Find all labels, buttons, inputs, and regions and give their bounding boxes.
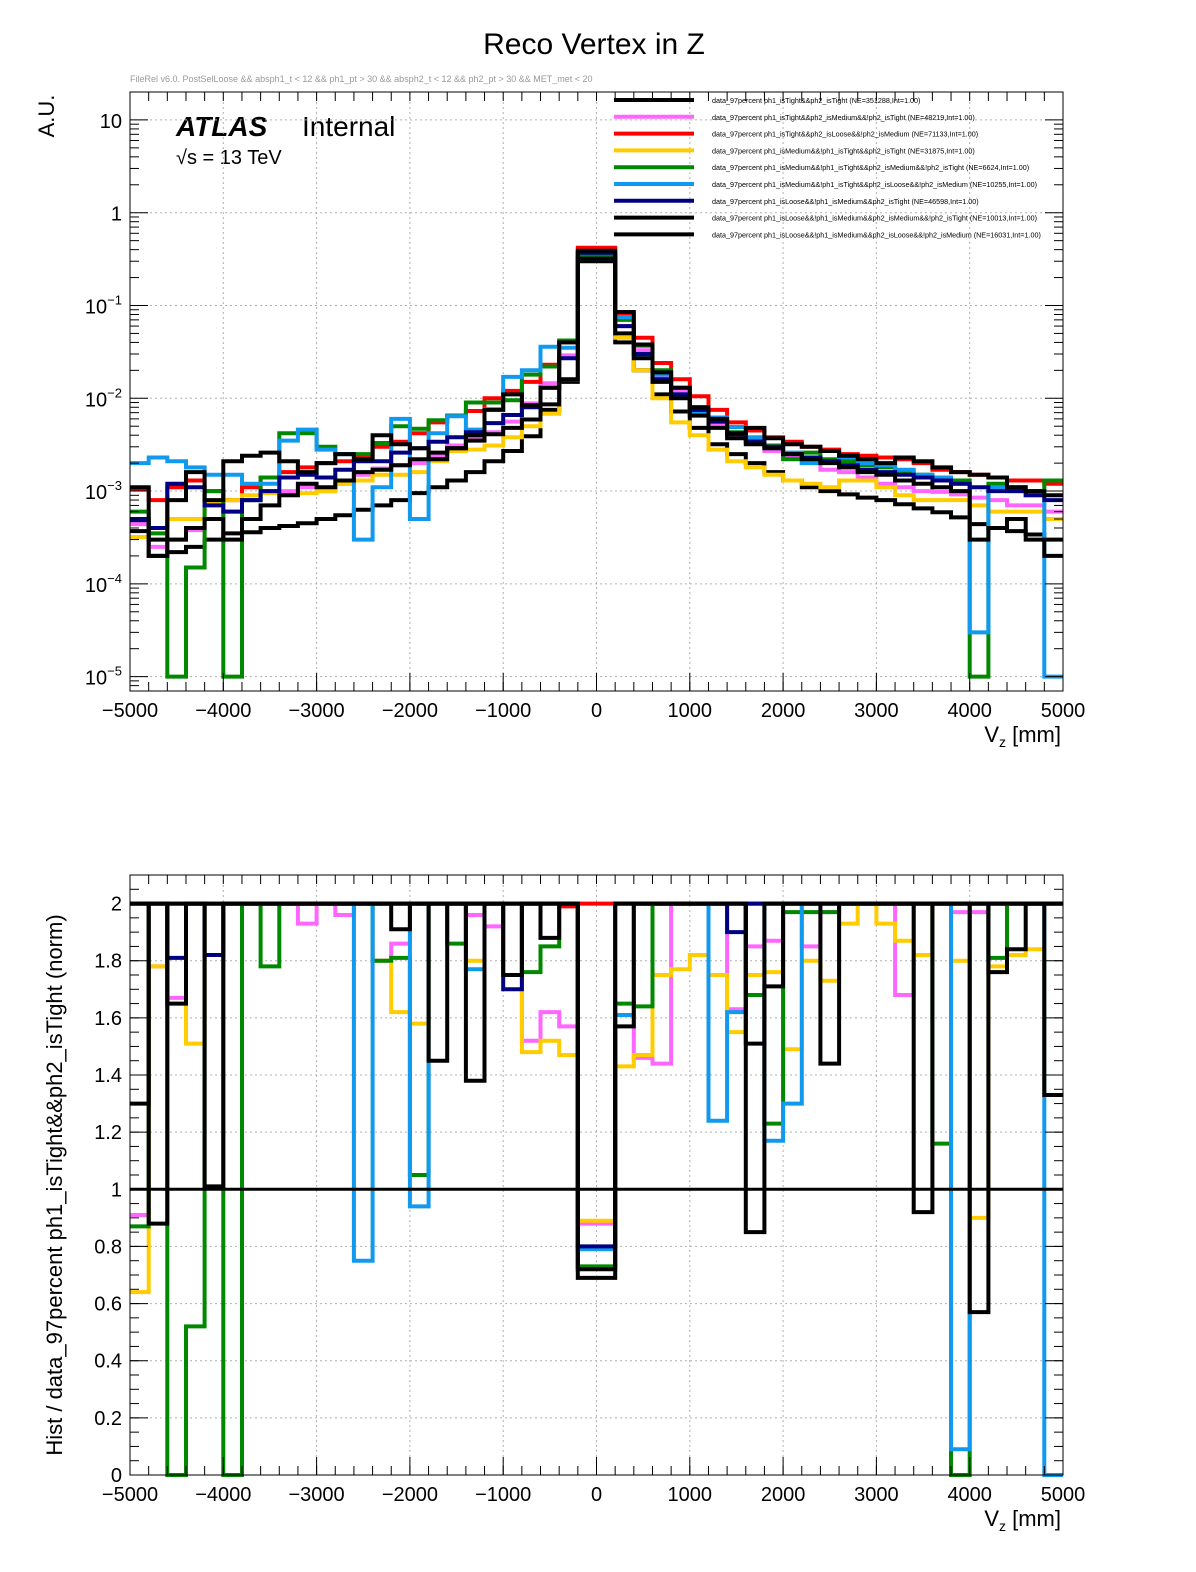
legend-entry-series-1: data_97percent ph1_isTight&&ph2_isTight … [712, 96, 920, 105]
ratio-x-axis-label: Vz [mm] [984, 1506, 1061, 1534]
ratio-y-tick-label: 1 [111, 1179, 122, 1201]
ratio-y-tick-label: 1.6 [94, 1008, 122, 1030]
top-y-tick-label: 10−5 [85, 664, 122, 690]
ratio-y-tick-label: 0.2 [94, 1408, 122, 1430]
ratio-x-tick-label: −5000 [102, 1484, 158, 1506]
top-x-tick-label: 1000 [668, 700, 713, 722]
ratio-x-tick-label: −2000 [382, 1484, 438, 1506]
ratio-x-tick-label: 0 [591, 1484, 602, 1506]
ratio-x-tick-label: 3000 [854, 1484, 899, 1506]
top-histogram-series-1 [130, 259, 1063, 558]
ratio-series-group [130, 901, 1063, 1477]
legend-entry-series-7: data_97percent ph1_isLoose&&!ph1_isMediu… [712, 197, 979, 206]
top-x-tick-label: 3000 [854, 700, 899, 722]
top-y-tick-label: 10−1 [85, 292, 122, 318]
atlas-label: ATLAS [175, 111, 268, 142]
top-histogram-series-9 [130, 248, 1063, 558]
ratio-y-tick-label: 1.2 [94, 1122, 122, 1144]
atlas-status-label: Internal [302, 111, 395, 142]
chart-title: Reco Vertex in Z [483, 28, 705, 61]
top-x-axis-label: Vz [mm] [984, 722, 1061, 750]
top-x-axis-label-tail: [mm] [1006, 722, 1061, 747]
legend: data_97percent ph1_isTight&&ph2_isTight … [614, 96, 1041, 239]
ratio-y-tick-label: 2 [111, 894, 122, 916]
ratio-y-tick-label: 1.4 [94, 1065, 122, 1087]
top-x-tick-label: −4000 [195, 700, 251, 722]
legend-entry-series-6: data_97percent ph1_isMedium&&!ph1_isTigh… [712, 180, 1037, 189]
legend-entry-series-4: data_97percent ph1_isMedium&&!ph1_isTigh… [712, 146, 975, 155]
top-x-tick-label: −5000 [102, 700, 158, 722]
ratio-y-tick-label: 0.6 [94, 1294, 122, 1316]
top-x-tick-label: 2000 [761, 700, 806, 722]
ratio-histogram-series-8 [130, 901, 1063, 1272]
ratio-y-tick-label: 0 [111, 1465, 122, 1487]
top-y-tick-label: 10−4 [85, 571, 122, 597]
ratio-x-tick-label: 1000 [668, 1484, 713, 1506]
top-x-tick-label: 5000 [1041, 700, 1086, 722]
top-y-tick-label: 10 [100, 111, 122, 133]
ratio-y-tick-label: 1.8 [94, 951, 122, 973]
top-axes: −5000 −4000 −3000 −2000 −1000 0 1000 2000 3000 40… [85, 91, 1086, 722]
top-x-tick-label: 4000 [947, 700, 992, 722]
ratio-y-tick-label: 0.4 [94, 1351, 122, 1373]
ratio-x-tick-label: 4000 [947, 1484, 992, 1506]
top-x-axis-label-main: V [984, 722, 999, 747]
ratio-x-tick-label: −1000 [475, 1484, 531, 1506]
ratio-x-axis-label-tail: [mm] [1006, 1506, 1061, 1531]
energy-label: √s = 13 TeV [176, 147, 282, 169]
legend-entry-series-9: data_97percent ph1_isLoose&&!ph1_isMediu… [712, 230, 1041, 239]
ratio-axes: −5000 −4000 −3000 −2000 −1000 0 1000 2000 3000 40… [94, 875, 1085, 1506]
top-x-axis-label-sub: z [999, 734, 1006, 750]
top-x-tick-label: −2000 [382, 700, 438, 722]
top-x-tick-label: −3000 [289, 700, 345, 722]
top-x-tick-label: 0 [591, 700, 602, 722]
legend-entry-series-3: data_97percent ph1_isTight&&ph2_isLoose&… [712, 130, 978, 139]
top-x-tick-label: −1000 [475, 700, 531, 722]
top-histogram-series-7 [130, 250, 1063, 530]
ratio-y-tick-label: 0.8 [94, 1236, 122, 1258]
ratio-x-tick-label: 5000 [1041, 1484, 1086, 1506]
top-y-tick-label: 1 [111, 204, 122, 226]
top-y-axis-label: A.U. [34, 95, 59, 138]
legend-entry-series-2: data_97percent ph1_isTight&&ph2_isMedium… [712, 113, 975, 122]
top-y-tick-label: 10−2 [85, 385, 122, 411]
ratio-x-axis-label-sub: z [999, 1518, 1006, 1534]
legend-entry-series-8: data_97percent ph1_isLoose&&!ph1_isMediu… [712, 214, 1037, 223]
selection-caption: FileRel v6.0. PostSelLoose && absph1_t <… [130, 74, 593, 84]
legend-entry-series-5: data_97percent ph1_isMedium&&!ph1_isTigh… [712, 163, 1029, 172]
ratio-x-tick-label: 2000 [761, 1484, 806, 1506]
top-y-tick-label: 10−3 [85, 478, 122, 504]
ratio-x-axis-label-main: V [984, 1506, 999, 1531]
ratio-x-tick-label: −3000 [289, 1484, 345, 1506]
ratio-y-axis-label: Hist / data_97percent ph1_isTight&&ph2_i… [42, 914, 67, 1455]
top-series-group [130, 245, 1063, 679]
ratio-x-tick-label: −4000 [195, 1484, 251, 1506]
